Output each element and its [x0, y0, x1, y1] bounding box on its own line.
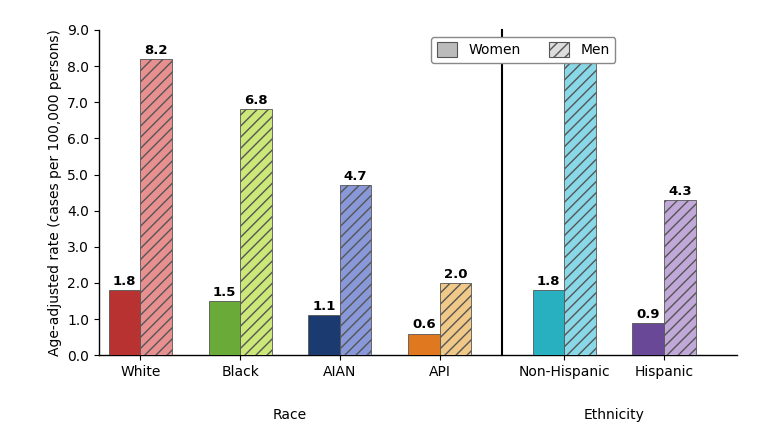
Bar	[564, 59, 596, 355]
Text: 2.0: 2.0	[444, 268, 467, 281]
Text: 8.2: 8.2	[568, 44, 592, 56]
Text: 0.9: 0.9	[637, 308, 660, 321]
Text: Race: Race	[273, 408, 307, 422]
Bar	[533, 290, 564, 355]
Bar	[664, 200, 695, 355]
Bar	[408, 333, 439, 355]
Bar	[309, 315, 340, 355]
Text: 4.7: 4.7	[344, 170, 367, 183]
Text: 4.3: 4.3	[668, 184, 692, 198]
Text: 1.5: 1.5	[213, 286, 236, 299]
Bar	[109, 290, 141, 355]
Text: 8.2: 8.2	[144, 44, 168, 56]
Text: 1.1: 1.1	[312, 300, 336, 313]
Y-axis label: Age-adjusted rate (cases per 100,000 persons): Age-adjusted rate (cases per 100,000 per…	[48, 29, 62, 356]
Text: Ethnicity: Ethnicity	[584, 408, 644, 422]
Legend: Women, Men: Women, Men	[431, 37, 616, 63]
Text: 1.8: 1.8	[537, 275, 560, 288]
Bar	[340, 185, 372, 355]
Bar	[240, 110, 272, 355]
Bar	[439, 283, 471, 355]
Text: 1.8: 1.8	[112, 275, 136, 288]
Text: 6.8: 6.8	[244, 94, 268, 107]
Bar	[632, 323, 664, 355]
Bar	[141, 59, 172, 355]
Bar	[208, 301, 240, 355]
Text: 0.6: 0.6	[412, 318, 435, 331]
